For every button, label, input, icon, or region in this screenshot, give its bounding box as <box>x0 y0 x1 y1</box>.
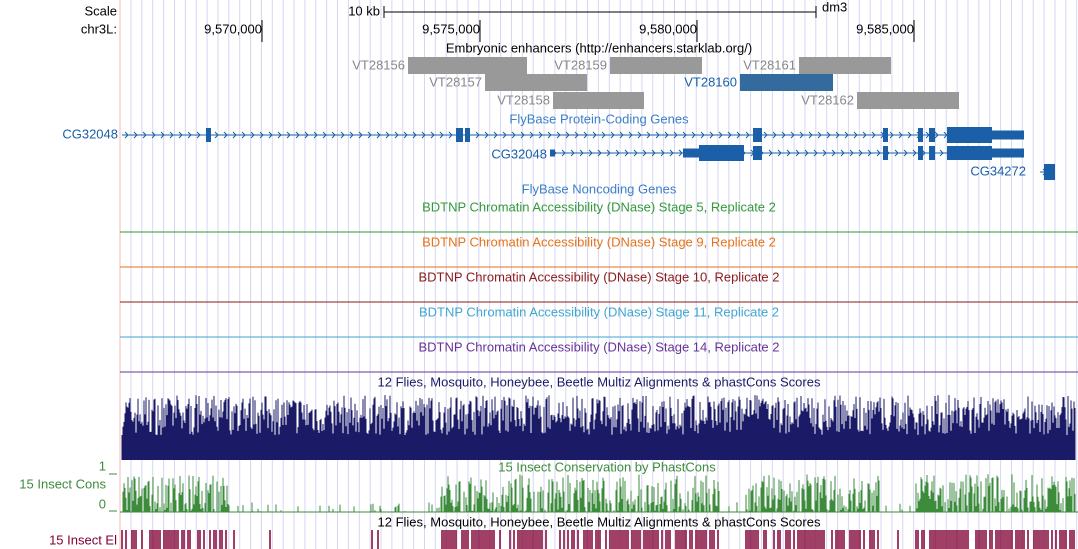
ruler-label: 9,580,000 <box>639 21 697 36</box>
enhancer[interactable] <box>485 74 587 91</box>
gene-label[interactable]: CG32048 <box>491 146 547 161</box>
exon[interactable] <box>947 127 992 143</box>
axis-label: 0 <box>99 496 106 511</box>
enhancer-label[interactable]: VT28160 <box>684 74 737 89</box>
scale-bar-label: 10 kb <box>348 3 380 18</box>
exon[interactable] <box>1044 164 1055 180</box>
exon[interactable] <box>929 128 935 142</box>
exon[interactable] <box>992 148 1024 158</box>
enhancer-label[interactable]: VT28158 <box>497 92 550 107</box>
ruler-label: 9,575,000 <box>422 21 480 36</box>
gene-label[interactable]: CG34272 <box>970 163 1026 178</box>
enhancer-label[interactable]: VT28156 <box>352 57 405 72</box>
track-title[interactable]: BDTNP Chromatin Accessibility (DNase) St… <box>422 199 776 214</box>
track-title[interactable]: BDTNP Chromatin Accessibility (DNase) St… <box>418 339 779 354</box>
ruler-label: 9,585,000 <box>856 21 914 36</box>
enhancer-label[interactable]: VT28157 <box>429 74 482 89</box>
enhancer[interactable] <box>740 74 833 91</box>
exon[interactable] <box>550 149 555 157</box>
enhancer[interactable] <box>857 92 959 109</box>
enhancer[interactable] <box>799 57 891 74</box>
exon[interactable] <box>753 146 762 160</box>
track-title[interactable]: FlyBase Noncoding Genes <box>522 181 677 196</box>
track-title[interactable]: 15 Insect Conservation by PhastCons <box>498 459 716 474</box>
side-label[interactable]: 15 Insect El <box>49 532 117 547</box>
exon[interactable] <box>918 128 923 142</box>
exon[interactable] <box>992 130 1024 140</box>
conserved-elements <box>121 530 1075 549</box>
exon[interactable] <box>465 128 470 142</box>
phastcons-signal <box>122 474 1076 512</box>
chrom-label: chr3L: <box>81 21 117 36</box>
exon[interactable] <box>883 128 888 142</box>
exon[interactable] <box>699 145 744 161</box>
exon[interactable] <box>456 128 463 142</box>
exon[interactable] <box>918 146 923 160</box>
exon[interactable] <box>883 146 888 160</box>
enhancer-label[interactable]: VT28162 <box>801 92 854 107</box>
enhancer[interactable] <box>553 92 644 109</box>
enhancer-label[interactable]: VT28159 <box>554 57 607 72</box>
enhancer[interactable] <box>610 57 702 74</box>
exon[interactable] <box>929 146 935 160</box>
exon[interactable] <box>947 146 992 160</box>
assembly-label: dm3 <box>822 0 847 14</box>
side-label[interactable]: 15 Insect Cons <box>19 476 106 491</box>
enhancer[interactable] <box>408 57 527 74</box>
track-title[interactable]: FlyBase Protein-Coding Genes <box>509 111 689 126</box>
axis-label: 1 <box>99 458 106 473</box>
enhancer-label[interactable]: VT28161 <box>743 57 796 72</box>
gene-label[interactable]: CG32048 <box>62 126 118 141</box>
track-title[interactable]: BDTNP Chromatin Accessibility (DNase) St… <box>419 304 779 319</box>
ruler-label: 9,570,000 <box>204 21 262 36</box>
track-title[interactable]: 12 Flies, Mosquito, Honeybee, Beetle Mul… <box>378 374 821 389</box>
exon[interactable] <box>206 128 211 142</box>
exon[interactable] <box>753 128 762 142</box>
exon[interactable] <box>683 148 699 158</box>
track-title[interactable]: BDTNP Chromatin Accessibility (DNase) St… <box>422 234 776 249</box>
scale-label: Scale <box>84 3 117 18</box>
track-title[interactable]: 12 Flies, Mosquito, Honeybee, Beetle Mul… <box>378 514 821 529</box>
track-title[interactable]: BDTNP Chromatin Accessibility (DNase) St… <box>418 269 779 284</box>
multiz-signal <box>121 395 1076 460</box>
track-title: Embryonic enhancers (http://enhancers.st… <box>446 40 752 55</box>
